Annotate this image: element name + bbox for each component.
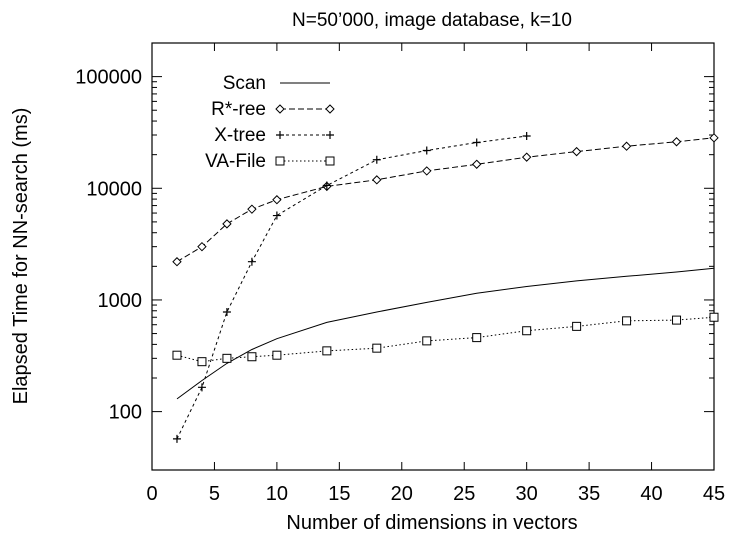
series-line-scan <box>176 267 715 400</box>
data-point-x-tree <box>472 138 481 147</box>
data-point-r-ree <box>222 219 232 229</box>
plot-frame <box>151 42 715 471</box>
legend-marker-va-file <box>275 156 285 166</box>
data-point-va-file <box>522 326 532 336</box>
data-point-x-tree <box>272 211 281 220</box>
x-tick-label: 5 <box>209 483 220 505</box>
x-tick-label: 30 <box>516 483 538 505</box>
data-point-va-file <box>222 353 232 363</box>
data-point-x-tree <box>197 383 206 392</box>
series-line-x-tree <box>176 135 527 440</box>
x-tick-label: 40 <box>640 483 662 505</box>
data-point-x-tree <box>522 131 531 140</box>
data-point-r-ree <box>422 166 432 176</box>
series-line-r-ree <box>176 137 715 263</box>
data-point-va-file <box>197 357 207 367</box>
axis-ticks: 0 5 10 15 20 25 30 35 40 45 100 1000 10000 100000 <box>75 43 725 505</box>
y-tick-label: 100000 <box>75 67 142 89</box>
data-point-va-file <box>572 321 582 331</box>
data-point-x-tree <box>172 434 181 443</box>
x-tick-label: 10 <box>266 483 288 505</box>
x-tick-label: 20 <box>391 483 413 505</box>
data-point-r-ree <box>247 204 257 214</box>
legend-marker-va-file <box>325 156 335 166</box>
series-layer <box>172 131 719 443</box>
series-scan <box>176 267 715 400</box>
series-r-ree <box>172 133 719 267</box>
data-point-va-file <box>247 352 257 362</box>
x-axis-label: Number of dimensions in vectors <box>286 512 577 534</box>
data-point-r-ree <box>197 241 207 252</box>
y-tick-label: 100 <box>109 402 142 424</box>
series-va-file <box>172 312 719 367</box>
legend-marker-x-tree <box>326 131 334 139</box>
data-point-x-tree <box>247 257 256 266</box>
legend-label-scan: Scan <box>223 73 266 94</box>
series-line-va-file <box>176 316 715 363</box>
legend-marker-x-tree <box>276 131 284 139</box>
data-point-va-file <box>709 312 719 322</box>
legend-marker-r-ree <box>275 104 285 114</box>
data-point-r-ree <box>709 133 719 143</box>
data-point-x-tree <box>322 181 331 190</box>
data-point-r-ree <box>521 152 532 162</box>
x-tick-label: 35 <box>578 483 600 505</box>
x-tick-label: 25 <box>453 483 475 505</box>
data-point-r-ree <box>621 141 632 151</box>
x-tick-label: 45 <box>703 483 725 505</box>
data-point-r-ree <box>272 195 282 205</box>
data-point-va-file <box>422 336 432 346</box>
legend-label-r-ree: R*-ree <box>211 99 266 120</box>
data-point-va-file <box>622 316 632 326</box>
data-point-va-file <box>172 350 182 360</box>
legend-marker-r-ree <box>325 104 335 114</box>
legend: Scan R*-ree X-tree VA-File <box>205 73 335 172</box>
data-point-x-tree <box>422 146 431 155</box>
data-point-va-file <box>472 333 482 343</box>
data-point-x-tree <box>222 307 231 316</box>
y-axis-label: Elapsed Time for NN-search (ms) <box>10 108 32 405</box>
data-point-x-tree <box>372 155 381 164</box>
data-point-r-ree <box>472 159 482 169</box>
data-point-r-ree <box>571 146 582 157</box>
legend-label-va-file: VA-File <box>205 151 266 172</box>
data-point-r-ree <box>671 137 682 147</box>
x-tick-label: 15 <box>328 483 350 505</box>
data-point-r-ree <box>372 175 382 185</box>
series-x-tree <box>172 131 531 443</box>
y-tick-label: 1000 <box>98 290 143 312</box>
y-tick-label: 10000 <box>86 178 142 200</box>
data-point-va-file <box>272 350 282 360</box>
data-point-va-file <box>672 315 682 325</box>
data-point-r-ree <box>172 257 182 267</box>
data-point-va-file <box>372 343 382 353</box>
x-tick-label: 0 <box>146 483 157 505</box>
chart-title: N=50’000, image database, k=10 <box>292 10 572 31</box>
legend-label-x-tree: X-tree <box>214 125 266 146</box>
data-point-va-file <box>322 346 332 356</box>
